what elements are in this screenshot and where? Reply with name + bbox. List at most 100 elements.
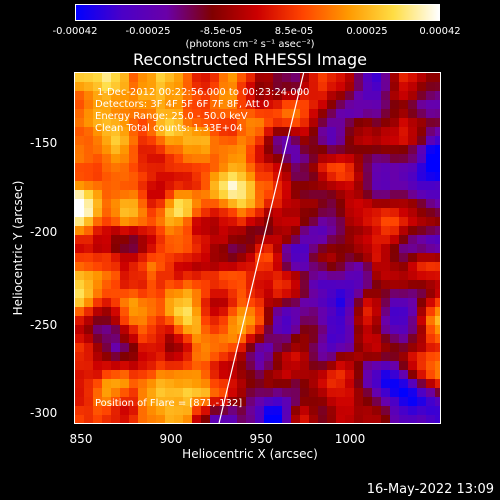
heatmap-cell — [201, 361, 211, 371]
heatmap-cell — [291, 397, 301, 407]
heatmap-cell — [426, 271, 436, 281]
heatmap-cell — [408, 82, 418, 92]
heatmap-cell — [102, 325, 112, 335]
heatmap-cell — [336, 370, 346, 380]
heatmap-cell — [183, 154, 193, 164]
heatmap-cell — [165, 316, 175, 326]
heatmap-cell — [201, 127, 211, 137]
heatmap-cell — [345, 289, 355, 299]
heatmap-cell — [318, 73, 328, 83]
heatmap-cell — [309, 289, 319, 299]
heatmap-cell — [183, 298, 193, 308]
heatmap-cell — [390, 73, 400, 83]
heatmap-cell — [255, 145, 265, 155]
heatmap-cell — [327, 163, 337, 173]
heatmap-cell — [219, 181, 229, 191]
heatmap-cell — [246, 307, 256, 317]
heatmap-cell — [84, 370, 94, 380]
heatmap-cell — [147, 280, 157, 290]
heatmap-cell — [129, 82, 139, 92]
heatmap-cell — [219, 172, 229, 182]
heatmap-cell — [156, 100, 166, 110]
heatmap-cell — [273, 379, 283, 389]
heatmap-cell — [192, 154, 202, 164]
heatmap-cell — [84, 118, 94, 128]
heatmap-cell — [309, 307, 319, 317]
heatmap-cell — [156, 82, 166, 92]
heatmap-cell — [354, 226, 364, 236]
heatmap-cell — [408, 73, 418, 83]
heatmap-cell — [408, 154, 418, 164]
heatmap-cell — [345, 298, 355, 308]
heatmap-cell — [291, 136, 301, 146]
heatmap-cell — [129, 406, 139, 416]
heatmap-cell — [309, 100, 319, 110]
heatmap-cell — [363, 127, 373, 137]
heatmap-cell — [174, 181, 184, 191]
heatmap-cell — [435, 352, 440, 362]
heatmap-cell — [156, 226, 166, 236]
heatmap-cell — [174, 334, 184, 344]
heatmap-cell — [255, 406, 265, 416]
heatmap-cell — [309, 316, 319, 326]
heatmap-cell — [291, 181, 301, 191]
heatmap-cell — [75, 415, 85, 423]
heatmap-cell — [273, 253, 283, 263]
heatmap-cell — [228, 325, 238, 335]
heatmap-cell — [228, 217, 238, 227]
heatmap-cell — [399, 271, 409, 281]
heatmap-cell — [264, 415, 274, 423]
heatmap-cell — [363, 406, 373, 416]
heatmap-cell — [102, 109, 112, 119]
heatmap-cell — [372, 325, 382, 335]
heatmap-cell — [75, 307, 85, 317]
heatmap-cell — [111, 244, 121, 254]
heatmap-cell — [147, 343, 157, 353]
heatmap-cell — [75, 208, 85, 218]
heatmap-cell — [84, 235, 94, 245]
heatmap-cell — [363, 154, 373, 164]
heatmap-cell — [246, 118, 256, 128]
heatmap-cell — [246, 406, 256, 416]
heatmap-cell — [138, 145, 148, 155]
heatmap-cell — [426, 325, 436, 335]
heatmap-cell — [363, 109, 373, 119]
heatmap-cell — [273, 136, 283, 146]
heatmap-cell — [237, 307, 247, 317]
heatmap-cell — [318, 208, 328, 218]
heatmap-cell — [75, 370, 85, 380]
heatmap-cell — [237, 226, 247, 236]
heatmap-cell — [354, 181, 364, 191]
heatmap-cell — [426, 82, 436, 92]
heatmap-cell — [300, 208, 310, 218]
heatmap-cell — [426, 316, 436, 326]
heatmap-cell — [273, 307, 283, 317]
heatmap-cell — [156, 217, 166, 227]
heatmap-cell — [156, 307, 166, 317]
heatmap-cell — [228, 253, 238, 263]
heatmap-cell — [102, 415, 112, 423]
heatmap-cell — [399, 379, 409, 389]
heatmap-cell — [282, 406, 292, 416]
heatmap-cell — [300, 91, 310, 101]
heatmap-cell — [336, 127, 346, 137]
heatmap-cell — [201, 379, 211, 389]
heatmap-cell — [345, 136, 355, 146]
heatmap-cell — [273, 181, 283, 191]
heatmap-cell — [174, 253, 184, 263]
heatmap-cell — [363, 334, 373, 344]
heatmap-cell — [147, 334, 157, 344]
heatmap-cell — [417, 415, 427, 423]
heatmap-cell — [354, 388, 364, 398]
heatmap-cell — [282, 118, 292, 128]
heatmap-cell — [174, 199, 184, 209]
heatmap-cell — [156, 352, 166, 362]
heatmap-cell — [372, 388, 382, 398]
heatmap-cell — [318, 217, 328, 227]
heatmap-cell — [93, 271, 103, 281]
heatmap-cell — [345, 199, 355, 209]
heatmap-cell — [120, 127, 130, 137]
heatmap-cell — [264, 343, 274, 353]
heatmap-cell — [300, 127, 310, 137]
heatmap-cell — [318, 91, 328, 101]
